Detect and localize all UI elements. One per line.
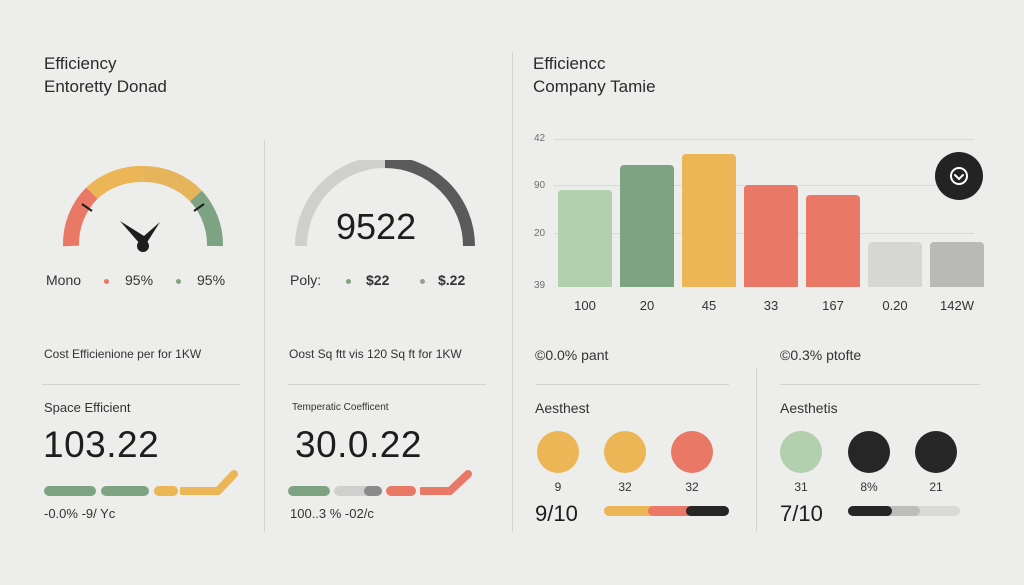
- gauge-1-value-a: 95%: [125, 272, 154, 288]
- card-1-sparkline: [180, 470, 238, 495]
- gauge-1-seg-coral: [62, 187, 98, 247]
- aesthetic-1-dot-2: [604, 431, 646, 473]
- chart-bar-1: [558, 190, 612, 287]
- divider-right: [756, 368, 757, 532]
- gauge-2-value-a: $22: [366, 272, 390, 288]
- chart-x-label-4: 33: [763, 298, 779, 313]
- aesthetic-1-score: 9/10: [535, 501, 578, 526]
- chart-bar-4: [744, 185, 798, 287]
- aesthetic-2-dot-label-1: 31: [794, 480, 808, 494]
- card-1-bar-seg-1: [44, 486, 96, 496]
- divider-h-4: [780, 384, 980, 385]
- aesthetic-2-dot-3: [915, 431, 957, 473]
- divider-center: [512, 52, 513, 532]
- aesthetic-2-dot-label-3: 21: [929, 480, 943, 494]
- chart-x-label-1: 100: [574, 298, 596, 313]
- chart-bar-5: [806, 195, 860, 287]
- divider-h-1: [42, 384, 240, 385]
- gauge-1-label: Mono: [46, 272, 82, 288]
- gauge-1-hub: [137, 240, 149, 252]
- gauge-1-tick-right: [193, 203, 205, 212]
- aesthetic-1-dot-1: [537, 431, 579, 473]
- chart-y-tick-1: 42: [534, 133, 546, 144]
- chart-action-button[interactable]: [935, 152, 983, 200]
- aesthetic-1-bar-seg-3: [686, 506, 729, 516]
- aesthetic-1-dot-label-2: 32: [618, 480, 632, 494]
- chart-y-tick-3: 20: [534, 228, 546, 239]
- gauge-1-value-b: 95%: [197, 272, 226, 288]
- aesthetic-2-label: Aesthetis: [780, 400, 838, 416]
- gauge-2-fill: [384, 160, 475, 247]
- card-1-footer: -0.0% -9/ Yc: [44, 506, 116, 521]
- circle-target-icon: [950, 167, 968, 185]
- gauge-1-seg-green: [189, 190, 223, 247]
- chart-x-label-3: 45: [701, 298, 717, 313]
- aesthetic-2-dot-label-2: 8%: [860, 480, 878, 494]
- left-title-line1: Efficiency: [44, 54, 117, 73]
- chart-x-label-7: 142W: [940, 298, 974, 313]
- gauge-1-tick-left: [81, 203, 93, 212]
- right-title-line2: Company Tamie: [533, 77, 656, 96]
- aesthetic-1-dot-3: [671, 431, 713, 473]
- aesthetic-1-dot-label-3: 32: [685, 480, 699, 494]
- chart-gridline-1: [554, 139, 974, 140]
- gauge-2-value-b: $.22: [438, 272, 466, 288]
- gauge-2-dot-a: [346, 279, 351, 284]
- card-1-value: 103.22: [43, 424, 160, 465]
- card-2-bar-seg-3: [364, 486, 382, 496]
- card-2-bar-seg-4: [386, 486, 416, 496]
- gauge-1-seg-amber: [86, 166, 144, 200]
- cost-efficiency-text-2: Oost Sq ftt vis 120 Sq ft for 1KW: [289, 347, 462, 361]
- aesthetic-2-dot-2: [848, 431, 890, 473]
- left-title-line2: Entoretty Donad: [44, 77, 167, 96]
- card-2-bar-seg-1: [288, 486, 330, 496]
- gauge-1: [62, 166, 223, 252]
- card-2-sparkline: [420, 470, 472, 495]
- aesthetic-1-bar-seg-2: [648, 506, 694, 516]
- cost-efficiency-text-1: Cost Efficienione per for 1KW: [44, 347, 202, 361]
- divider-left: [264, 140, 265, 532]
- chart-bar-2: [620, 165, 674, 287]
- card-2-footer: 100..3 % -02/c: [290, 506, 374, 521]
- gauge-2-label: Poly:: [290, 272, 322, 288]
- aesthetic-2-bar-seg-2: [848, 506, 892, 516]
- gauge-1-seg-amber2: [142, 166, 202, 202]
- aesthetic-2-score: 7/10: [780, 501, 823, 526]
- chart-x-label-6: 0.20: [882, 298, 908, 313]
- aesthetic-1-label: Aesthest: [535, 400, 590, 416]
- aesthetic-1-dot-label-1: 9: [554, 480, 562, 494]
- gauge-2-dot-b: [420, 279, 425, 284]
- card-2-value: 30.0.22: [295, 424, 422, 465]
- chart-area: 42 90 20 39 100 20 45 33 167 0.20 142W: [530, 130, 990, 313]
- aesthetic-2-dot-1: [780, 431, 822, 473]
- card-2-label: Temperatic Coefficent: [292, 402, 389, 413]
- aesthetic-1-bar-seg-1: [604, 506, 664, 516]
- gauge-2-value: 9522: [336, 206, 417, 247]
- card-2-bar-seg-2: [334, 486, 380, 496]
- chart-y-tick-4: 39: [534, 280, 546, 291]
- gauge-1-needle: [120, 221, 160, 244]
- chart-x-label-2: 20: [639, 298, 655, 313]
- stat-left-percent: ©0.0% pant: [535, 347, 609, 363]
- card-1-bar-seg-2: [101, 486, 149, 496]
- gauge-1-dot-a: [104, 279, 109, 284]
- stat-right-percent: ©0.3% ptofte: [780, 347, 862, 363]
- chart-bar-3: [682, 154, 736, 287]
- chart-x-label-5: 167: [822, 298, 844, 313]
- right-title-line1: Efficiencc: [533, 54, 606, 73]
- gauge-1-dot-b: [176, 279, 181, 284]
- card-1-label: Space Efficient: [44, 400, 131, 415]
- chart-bar-7: [930, 242, 984, 287]
- gauge-2: [295, 160, 475, 247]
- divider-h-3: [536, 384, 729, 385]
- gauge-2-track: [295, 160, 386, 247]
- chart-bar-6: [868, 242, 922, 287]
- divider-h-2: [288, 384, 486, 385]
- card-1-bar-seg-3: [154, 486, 178, 496]
- chart-y-tick-2: 90: [534, 180, 546, 191]
